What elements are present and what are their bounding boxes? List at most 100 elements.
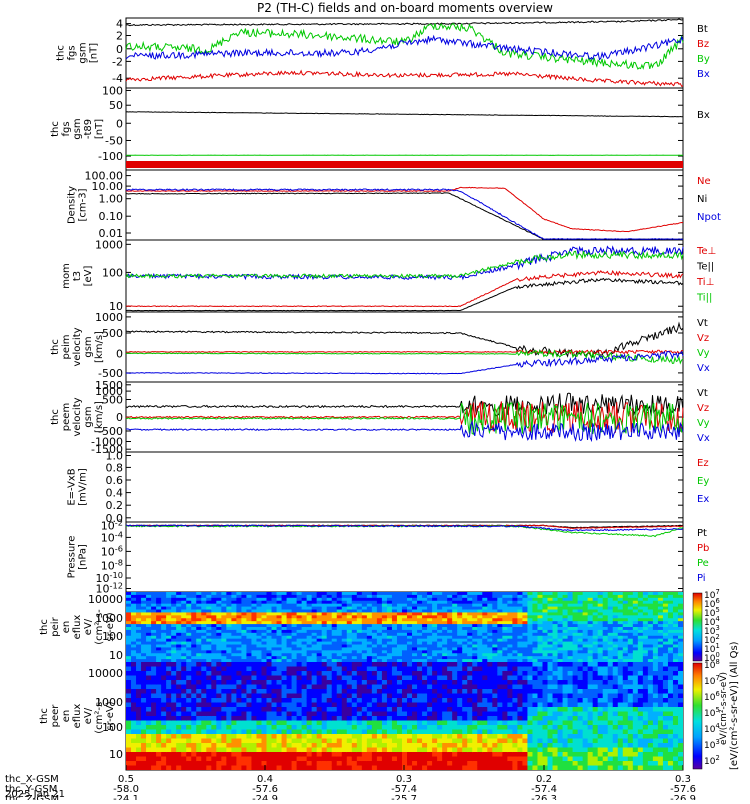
spectrogram-cell bbox=[332, 627, 338, 630]
spectrogram-cell bbox=[467, 748, 473, 753]
spectrogram-cell bbox=[297, 739, 303, 744]
spectrogram-cell bbox=[452, 707, 458, 712]
spectrogram-cell bbox=[231, 707, 237, 712]
spectrogram-cell bbox=[287, 659, 293, 662]
spectrogram-cell bbox=[412, 707, 418, 712]
spectrogram-cell bbox=[191, 604, 197, 607]
spectrogram-cell bbox=[372, 610, 378, 613]
spectrogram-cell bbox=[497, 676, 503, 681]
spectrogram-cell bbox=[648, 598, 654, 601]
spectrogram-cell bbox=[191, 630, 197, 633]
spectrogram-cell bbox=[643, 659, 649, 662]
spectrogram-cell bbox=[332, 721, 338, 726]
spectrogram-cell bbox=[402, 610, 408, 613]
spectrogram-cell bbox=[412, 725, 418, 730]
spectrogram-cell bbox=[512, 757, 518, 762]
y-tick-label: 500 bbox=[102, 394, 123, 407]
spectrogram-cell bbox=[261, 721, 267, 726]
spectrogram-cell bbox=[377, 743, 383, 748]
spectrogram-cell bbox=[322, 698, 328, 703]
spectrogram-cell bbox=[221, 761, 227, 766]
spectrogram-cell bbox=[633, 647, 639, 650]
spectrogram-cell bbox=[277, 656, 283, 659]
spectrogram-cell bbox=[352, 612, 358, 615]
spectrogram-cell bbox=[372, 653, 378, 656]
spectrogram-cell bbox=[412, 671, 418, 676]
spectrogram-cell bbox=[417, 757, 423, 762]
spectrogram-cell bbox=[302, 766, 308, 771]
spectrogram-cell bbox=[282, 662, 288, 667]
spectrogram-cell bbox=[422, 650, 428, 653]
spectrogram-cell bbox=[226, 667, 232, 672]
spectrogram-cell bbox=[447, 601, 453, 604]
y-tick-label: 0 bbox=[116, 347, 123, 360]
spectrogram-cell bbox=[392, 712, 398, 717]
spectrogram-cell bbox=[603, 624, 609, 627]
spectrogram-cell bbox=[527, 757, 533, 762]
spectrogram-cell bbox=[186, 689, 192, 694]
spectrogram-cell bbox=[277, 757, 283, 762]
spectrogram-cell bbox=[216, 645, 222, 648]
spectrogram-cell bbox=[427, 752, 433, 757]
spectrogram-cell bbox=[146, 659, 152, 662]
spectrogram-cell bbox=[387, 650, 393, 653]
spectrogram-cell bbox=[517, 685, 523, 690]
spectrogram-cell bbox=[156, 757, 162, 762]
spectrogram-cell bbox=[643, 612, 649, 615]
spectrogram-cell bbox=[352, 761, 358, 766]
spectrogram-cell bbox=[407, 615, 413, 618]
spectrogram-cell bbox=[487, 721, 493, 726]
spectrogram-cell bbox=[553, 647, 559, 650]
spectrogram-cell bbox=[332, 730, 338, 735]
spectrogram-cell bbox=[382, 716, 388, 721]
spectrogram-cell bbox=[282, 636, 288, 639]
spectrogram-cell bbox=[362, 656, 368, 659]
spectrogram-cell bbox=[613, 618, 619, 621]
spectrogram-cell bbox=[407, 752, 413, 757]
spectrogram-cell bbox=[432, 761, 438, 766]
spectrogram-cell bbox=[573, 618, 579, 621]
spectrogram-cell bbox=[256, 624, 262, 627]
spectrogram-cell bbox=[166, 721, 172, 726]
spectrogram-cell bbox=[397, 639, 403, 642]
spectrogram-cell bbox=[377, 734, 383, 739]
spectrogram-cell bbox=[543, 671, 549, 676]
spectrogram-cell bbox=[191, 645, 197, 648]
spectrogram-cell bbox=[452, 671, 458, 676]
spectrogram-cell bbox=[618, 624, 624, 627]
spectrogram-cell bbox=[537, 621, 543, 624]
spectrogram-cell bbox=[633, 650, 639, 653]
spectrogram-cell bbox=[517, 761, 523, 766]
spectrogram-cell bbox=[342, 592, 348, 595]
spectrogram-cell bbox=[628, 601, 634, 604]
spectrogram-cell bbox=[186, 642, 192, 645]
spectrogram-cell bbox=[412, 694, 418, 699]
spectrogram-cell bbox=[583, 601, 589, 604]
spectrogram-cell bbox=[146, 656, 152, 659]
spectrogram-cell bbox=[277, 610, 283, 613]
spectrogram-cell bbox=[442, 757, 448, 762]
spectrogram-cell bbox=[221, 703, 227, 708]
legend-entry-Te||: Te|| bbox=[696, 262, 714, 273]
spectrogram-cell bbox=[206, 712, 212, 717]
spectrogram-cell bbox=[402, 645, 408, 648]
spectrogram-cell bbox=[392, 630, 398, 633]
spectrogram-cell bbox=[171, 615, 177, 618]
spectrogram-cell bbox=[678, 656, 684, 659]
spectrogram-cell bbox=[322, 730, 328, 735]
spectrogram-cell bbox=[292, 624, 298, 627]
spectrogram-cell bbox=[507, 662, 513, 667]
spectrogram-cell bbox=[307, 630, 313, 633]
spectrogram-cell bbox=[543, 730, 549, 735]
spectrogram-cell bbox=[251, 757, 257, 762]
spectrogram-cell bbox=[196, 757, 202, 762]
spectrogram-cell bbox=[427, 615, 433, 618]
spectrogram-cell bbox=[477, 707, 483, 712]
spectrogram-cell bbox=[146, 739, 152, 744]
spectrogram-cell bbox=[337, 748, 343, 753]
spectrogram-cell bbox=[241, 716, 247, 721]
spectrogram-cell bbox=[347, 748, 353, 753]
spectrogram-cell bbox=[211, 607, 217, 610]
spectrogram-cell bbox=[337, 659, 343, 662]
spectrogram-cell bbox=[588, 627, 594, 630]
